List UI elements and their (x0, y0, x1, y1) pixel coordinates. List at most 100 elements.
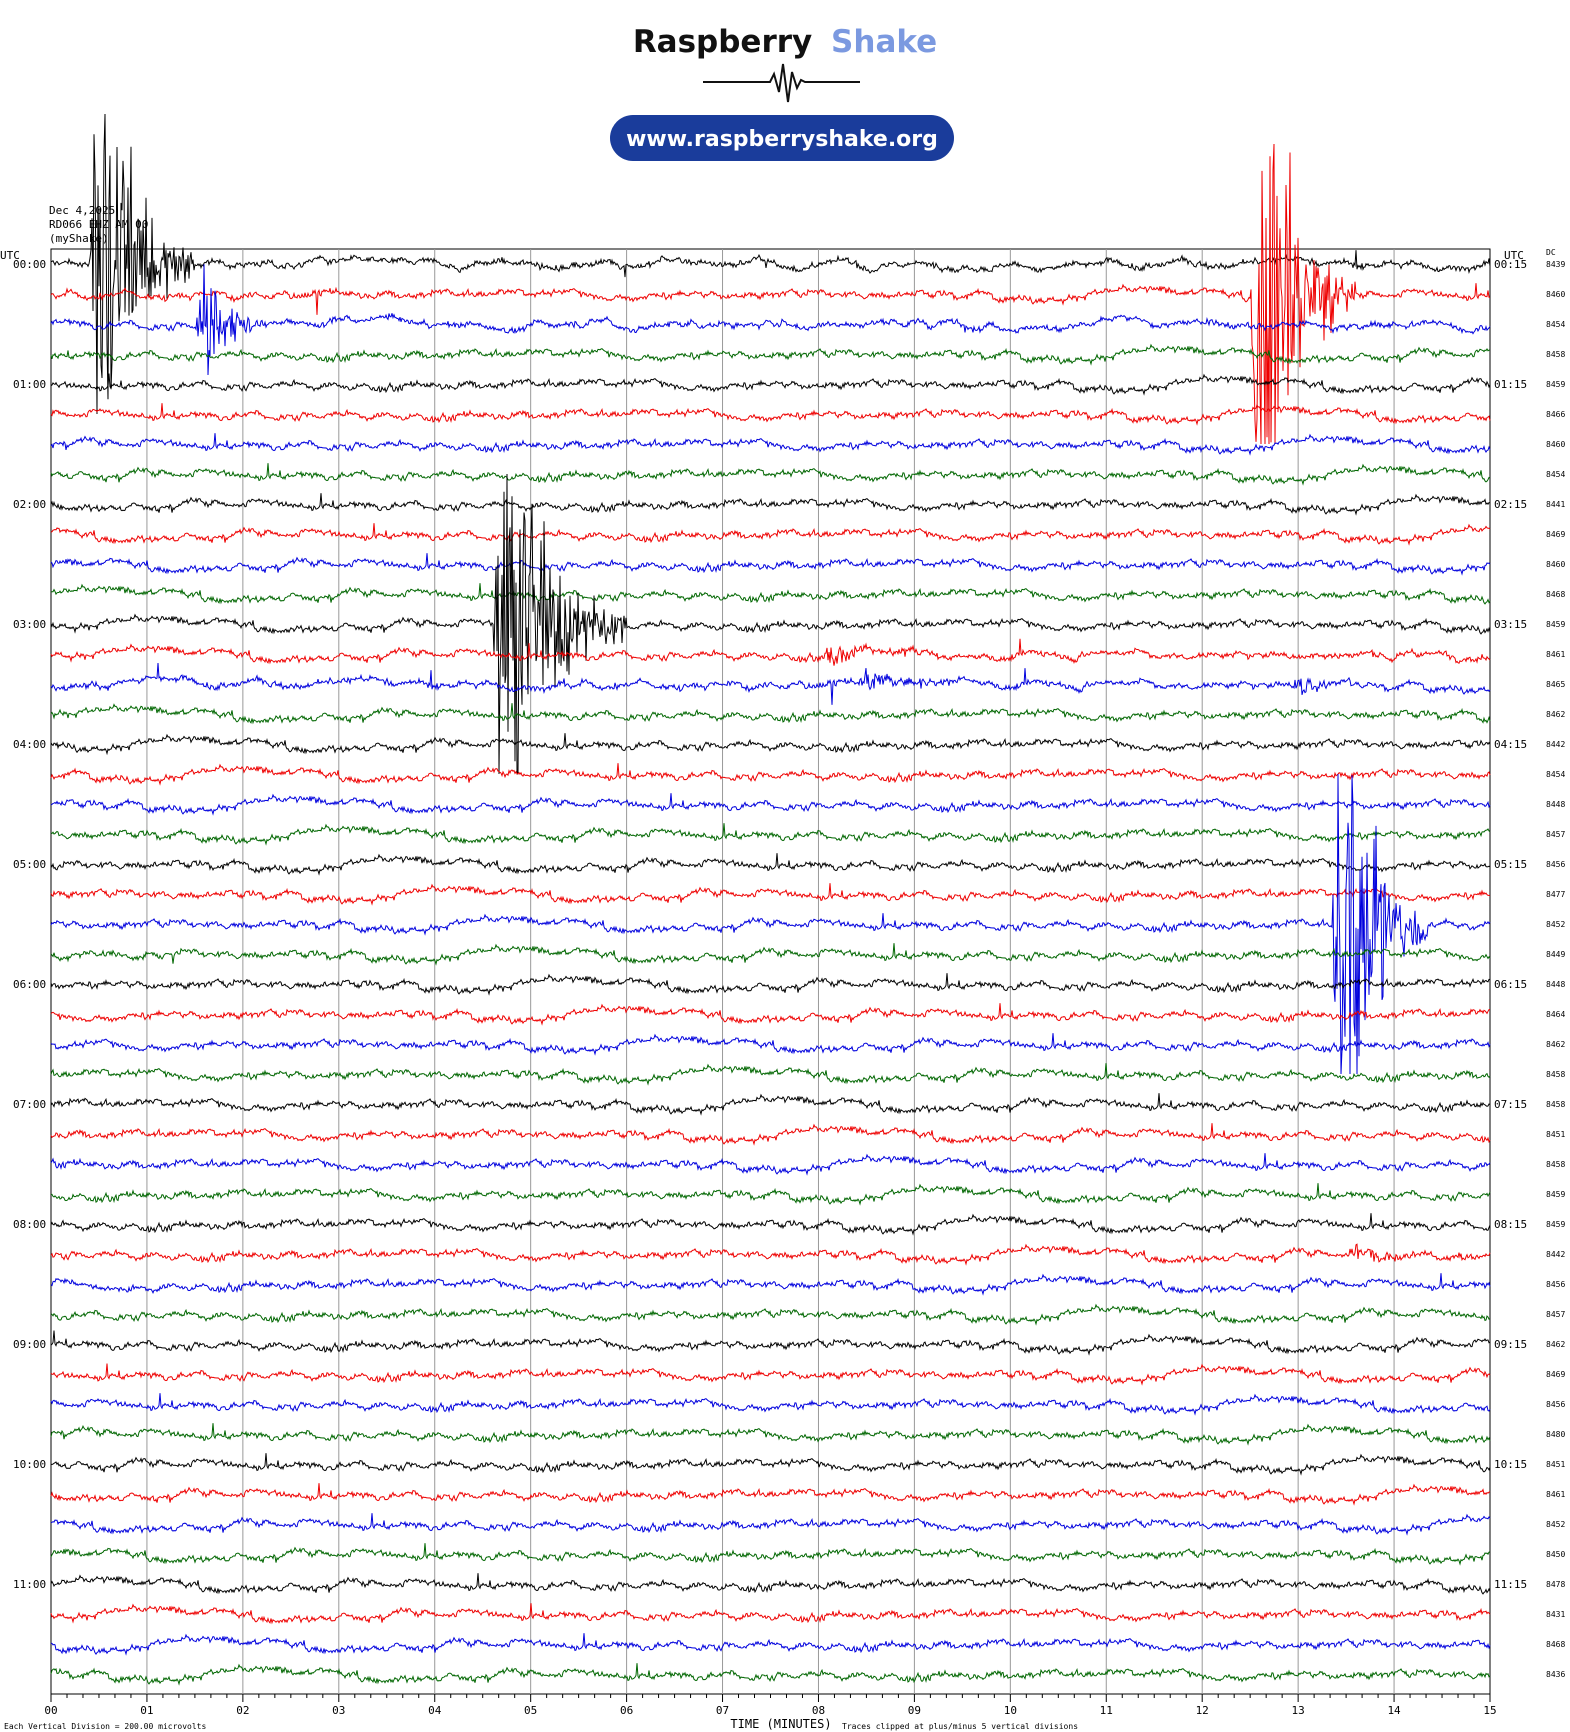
raspberry-shake-logo: Raspberry Shake www.raspberryshake.org (610, 24, 954, 161)
seismic-trace (50, 1123, 1491, 1146)
x-tick-label: 11 (1100, 1704, 1113, 1717)
right-hour-label: 06:15 (1494, 978, 1527, 991)
dc-value: 8458 (1546, 1160, 1565, 1169)
dc-value: 8454 (1546, 470, 1565, 479)
seismic-trace (50, 1303, 1491, 1326)
seismic-trace (50, 264, 1491, 376)
seismic-trace (50, 1243, 1491, 1266)
left-hour-label: 08:00 (13, 1218, 46, 1231)
seismic-trace (50, 583, 1491, 605)
dc-value: 8459 (1546, 380, 1565, 389)
seismic-trace (50, 638, 1491, 666)
seismic-trace (50, 463, 1491, 486)
dc-value: 8442 (1546, 1250, 1565, 1259)
minute-gridlines (146, 249, 1395, 1694)
x-axis: 00 01 02 03 04 05 06 07 08 09 10 11 12 13 14 15 (44, 1694, 1497, 1717)
dc-value: 8478 (1546, 1580, 1565, 1589)
x-tick-label: 14 (1387, 1704, 1401, 1717)
seismic-trace (50, 1093, 1491, 1116)
brand-name-part2: Shake (831, 24, 937, 60)
seismic-trace (50, 883, 1491, 906)
seismic-trace (50, 1543, 1491, 1566)
dc-value: 8450 (1546, 1550, 1565, 1559)
seismic-trace (50, 493, 1491, 516)
left-hour-label: 11:00 (13, 1578, 46, 1591)
right-hour-label: 09:15 (1494, 1338, 1527, 1351)
dc-value: 8456 (1546, 860, 1565, 869)
dc-value: 8458 (1546, 1100, 1565, 1109)
seismic-trace (50, 1063, 1491, 1086)
seismic-trace (50, 1573, 1491, 1595)
right-hour-label: 04:15 (1494, 738, 1527, 751)
trace-group (50, 113, 1491, 1686)
x-tick-label: 07 (716, 1704, 729, 1717)
seismogram-logo-icon (703, 63, 860, 103)
dc-value: 8465 (1546, 680, 1565, 689)
seismic-trace (50, 1363, 1491, 1386)
dc-value: 8452 (1546, 920, 1565, 929)
plot-border (50, 248, 1491, 1695)
seismic-trace (50, 1663, 1491, 1686)
dc-value: 8477 (1546, 890, 1565, 899)
seismic-trace (50, 523, 1491, 546)
seismic-trace (50, 1603, 1491, 1625)
seismic-trace (50, 553, 1491, 576)
dc-value: 8459 (1546, 1190, 1565, 1199)
dc-value: 8448 (1546, 800, 1565, 809)
dc-value: 8457 (1546, 1310, 1565, 1319)
seismic-trace (50, 373, 1491, 396)
seismic-trace (50, 1330, 1491, 1356)
dc-value: 8458 (1546, 350, 1565, 359)
website-link-button[interactable]: www.raspberryshake.org (610, 115, 954, 161)
dc-value: 8431 (1546, 1610, 1565, 1619)
seismic-trace (50, 1633, 1491, 1656)
right-hour-label: 11:15 (1494, 1578, 1527, 1591)
dc-value: 8449 (1546, 950, 1565, 959)
seismic-trace (50, 763, 1491, 786)
dc-value: 8441 (1546, 500, 1565, 509)
dc-value: 8466 (1546, 410, 1565, 419)
seismic-trace (50, 403, 1491, 426)
left-hour-label: 09:00 (13, 1338, 46, 1351)
dc-value: 8436 (1546, 1670, 1565, 1679)
x-tick-label: 09 (908, 1704, 921, 1717)
right-hour-label: 10:15 (1494, 1458, 1527, 1471)
x-tick-label: 05 (524, 1704, 537, 1717)
left-hour-label: 00:00 (13, 258, 46, 271)
x-tick-label: 02 (236, 1704, 249, 1717)
seismic-trace (50, 1393, 1491, 1416)
left-axis-label: UTC (0, 249, 20, 262)
x-tick-label: 08 (812, 1704, 825, 1717)
dc-value: 8462 (1546, 710, 1565, 719)
dc-value: 8451 (1546, 1130, 1565, 1139)
seismic-trace (50, 1003, 1490, 1026)
seismic-trace (50, 793, 1491, 816)
right-hour-label: 08:15 (1494, 1218, 1527, 1231)
right-hour-label: 03:15 (1494, 618, 1527, 631)
dc-value: 8451 (1546, 1460, 1565, 1469)
right-hour-label: 02:15 (1494, 498, 1527, 511)
brand-name-part1: Raspberry (633, 24, 812, 60)
left-hour-label: 01:00 (13, 378, 46, 391)
dc-value: 8457 (1546, 830, 1565, 839)
svg-text:Raspberry Shake: Raspberry Shake (633, 24, 937, 60)
seismic-trace (50, 473, 1491, 775)
dc-value: 8454 (1546, 770, 1565, 779)
right-hour-label: 01:15 (1494, 378, 1527, 391)
seismic-trace (50, 143, 1491, 445)
dc-value: 8456 (1546, 1280, 1565, 1289)
right-hour-label: 05:15 (1494, 858, 1527, 871)
dc-value: 8480 (1546, 1430, 1565, 1439)
seismic-trace (51, 1183, 1491, 1206)
dc-value: 8469 (1546, 530, 1565, 539)
dc-value: 8458 (1546, 1070, 1565, 1079)
website-url: www.raspberryshake.org (626, 127, 938, 152)
plot-frame (50, 248, 1491, 1695)
seismic-trace (50, 1273, 1491, 1296)
seismic-trace (50, 1453, 1491, 1476)
left-hour-label: 06:00 (13, 978, 46, 991)
left-hour-label: 02:00 (13, 498, 46, 511)
dc-value: 8464 (1546, 1010, 1565, 1019)
clip-note: Traces clipped at plus/minus 5 vertical … (842, 1722, 1078, 1731)
